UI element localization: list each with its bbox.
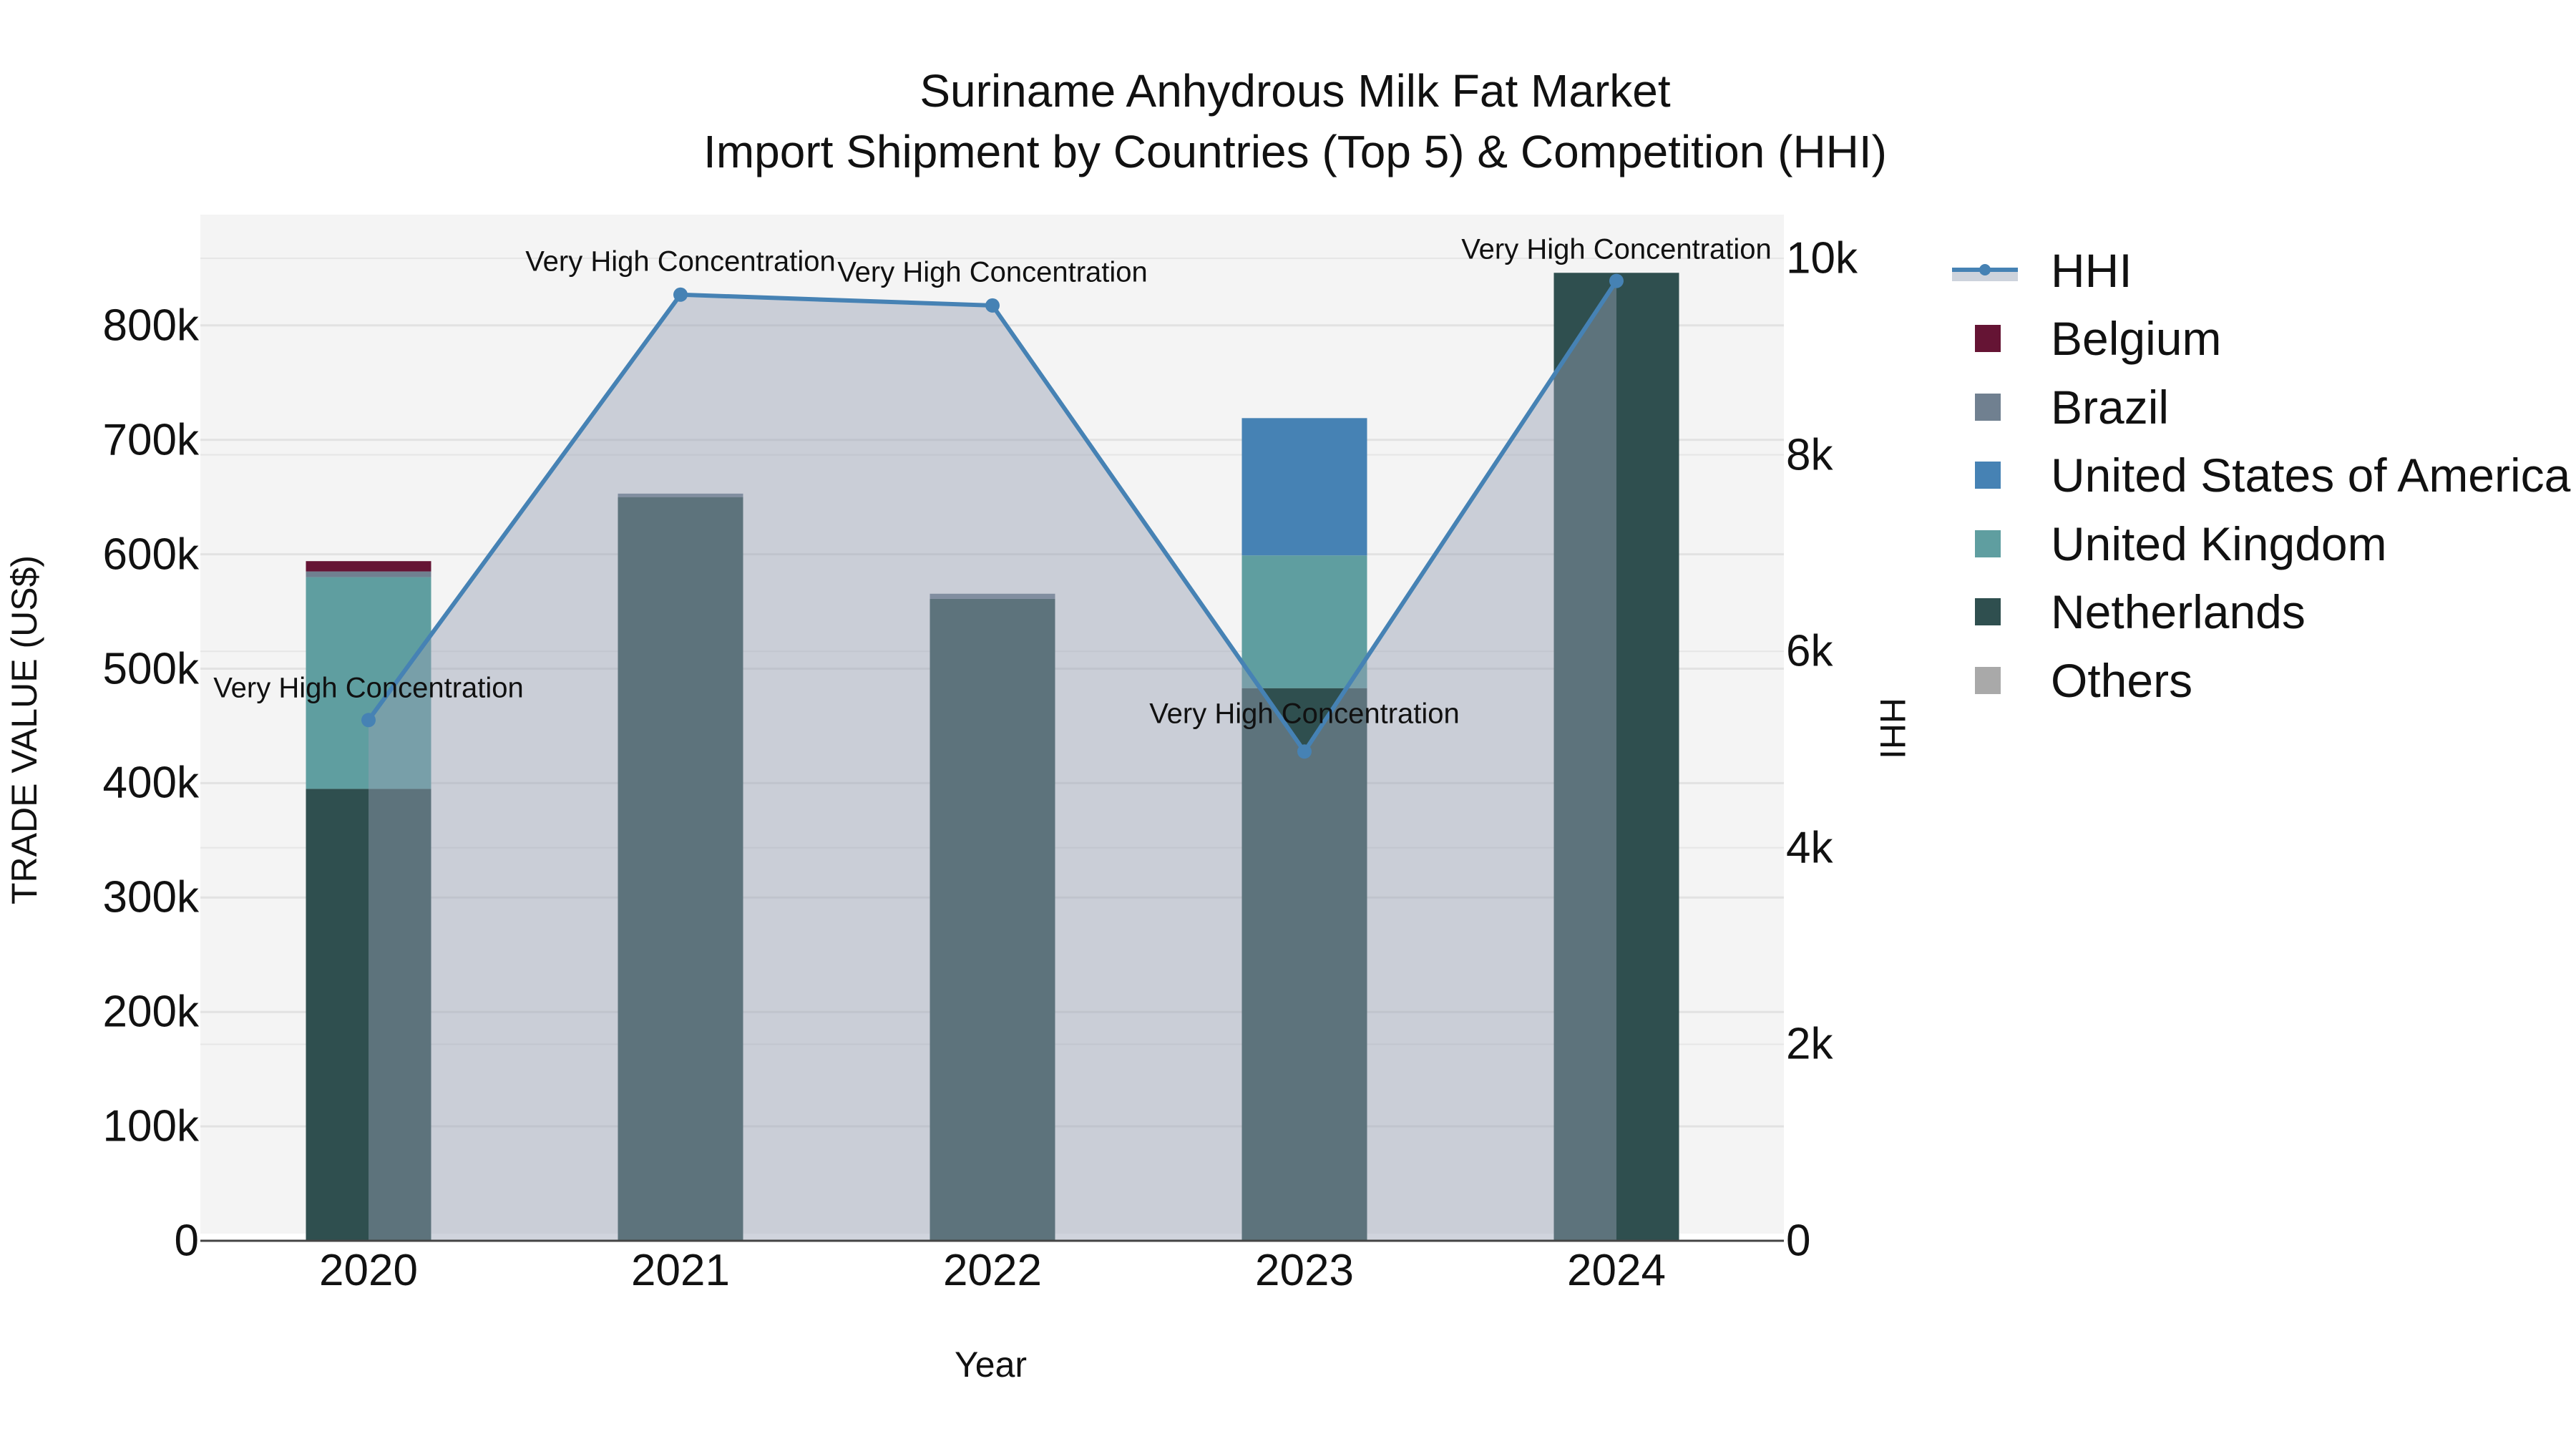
y-tick-label: 400k xyxy=(102,758,199,808)
legend-swatch-icon xyxy=(1975,393,2001,421)
legend-swatch-icon xyxy=(1975,325,2001,353)
legend-line-marker-icon xyxy=(1952,260,2018,281)
y-tick-label: 200k xyxy=(102,987,199,1037)
legend-swatch-icon xyxy=(1975,666,2001,694)
x-tick-label: 2021 xyxy=(631,1246,730,1295)
legend-item-others[interactable]: Others xyxy=(1946,646,2570,715)
legend-swatch-icon xyxy=(1975,598,2001,626)
x-tick-label: 2022 xyxy=(943,1246,1042,1295)
hhi-fill-area xyxy=(369,280,1616,1241)
legend-label: United Kingdom xyxy=(2051,517,2387,570)
bar-segment-netherlands-2022[interactable] xyxy=(930,598,1055,1241)
bar-segment-brazil-2020[interactable] xyxy=(306,571,431,577)
hhi-annotation-2023: Very High Concentration xyxy=(1149,698,1460,730)
y2-tick-label: 4k xyxy=(1786,823,1833,873)
hhi-annotation-2024: Very High Concentration xyxy=(1461,233,1772,265)
hhi-marker-2022[interactable] xyxy=(985,298,1000,313)
legend-item-united-states-of-america[interactable]: United States of America xyxy=(1946,441,2570,510)
hhi-annotation-2021: Very High Concentration xyxy=(525,245,836,278)
chart-title-line2: Import Shipment by Countries (Top 5) & C… xyxy=(703,126,1887,177)
legend-item-netherlands[interactable]: Netherlands xyxy=(1946,578,2570,647)
y-tick-label: 800k xyxy=(102,301,199,351)
bar-segment-brazil-2021[interactable] xyxy=(618,493,743,497)
legend-swatch-icon xyxy=(1975,462,2001,489)
legend-label: Brazil xyxy=(2051,380,2170,434)
legend-label: Belgium xyxy=(2051,312,2222,366)
legend-swatch-icon xyxy=(1975,530,2001,557)
x-tick-label: 2023 xyxy=(1255,1246,1354,1295)
hhi-line xyxy=(361,273,1624,759)
bar-segment-brazil-2022[interactable] xyxy=(930,593,1055,599)
bar-segment-united-kingdom-2023[interactable] xyxy=(1241,555,1367,688)
y2-tick-label: 2k xyxy=(1786,1019,1833,1069)
x-tick-label: 2024 xyxy=(1567,1246,1666,1295)
hhi-marker-2021[interactable] xyxy=(673,287,688,302)
hhi-marker-2024[interactable] xyxy=(1609,273,1624,288)
legend-label: Others xyxy=(2051,653,2193,707)
y-tick-label: 0 xyxy=(174,1216,199,1266)
x-tick-label: 2020 xyxy=(319,1246,418,1295)
legend: HHI Belgium Brazil United States of America… xyxy=(1946,236,2570,715)
hhi-marker-2020[interactable] xyxy=(361,713,376,728)
y2-axis-title: HHI xyxy=(1873,697,1913,760)
bar-segment-netherlands-2020[interactable] xyxy=(306,789,431,1241)
bar-segment-netherlands-2021[interactable] xyxy=(618,497,743,1241)
legend-label: Netherlands xyxy=(2051,585,2306,639)
bar-segment-belgium-2020[interactable] xyxy=(306,561,431,572)
y2-tick-label: 8k xyxy=(1786,430,1833,480)
legend-label: HHI xyxy=(2051,243,2132,297)
y2-tick-label: 10k xyxy=(1786,233,1858,283)
chart-title-line1: Suriname Anhydrous Milk Fat Market xyxy=(919,65,1671,117)
bar-segment-netherlands-2024[interactable] xyxy=(1553,273,1679,1241)
bar-series xyxy=(306,273,1679,1241)
bar-segment-united-kingdom-2020[interactable] xyxy=(306,577,431,789)
y-tick-label: 600k xyxy=(102,530,199,580)
y2-tick-label: 0 xyxy=(1786,1216,1811,1266)
y-tick-label: 500k xyxy=(102,644,199,693)
bar-segment-netherlands-2023[interactable] xyxy=(1241,688,1367,1241)
y2-tick-label: 6k xyxy=(1786,626,1833,676)
hhi-marker-2023[interactable] xyxy=(1297,744,1312,759)
hhi-annotation-2022: Very High Concentration xyxy=(837,256,1148,288)
hhi-annotation-2020: Very High Concentration xyxy=(213,672,524,704)
legend-item-brazil[interactable]: Brazil xyxy=(1946,373,2570,441)
legend-item-belgium[interactable]: Belgium xyxy=(1946,305,2570,374)
x-axis-title: Year xyxy=(955,1345,1028,1385)
y-tick-label: 300k xyxy=(102,872,199,922)
y-tick-label: 100k xyxy=(102,1101,199,1151)
legend-item-united-kingdom[interactable]: United Kingdom xyxy=(1946,509,2570,578)
legend-label: United States of America xyxy=(2051,449,2571,502)
legend-item-hhi[interactable]: HHI xyxy=(1946,236,2570,305)
hhi-area xyxy=(369,280,1616,1241)
y-tick-label: 700k xyxy=(102,415,199,465)
bar-segment-united-states-of-america-2023[interactable] xyxy=(1241,418,1367,556)
y-axis-title: TRADE VALUE (US$) xyxy=(4,555,44,905)
